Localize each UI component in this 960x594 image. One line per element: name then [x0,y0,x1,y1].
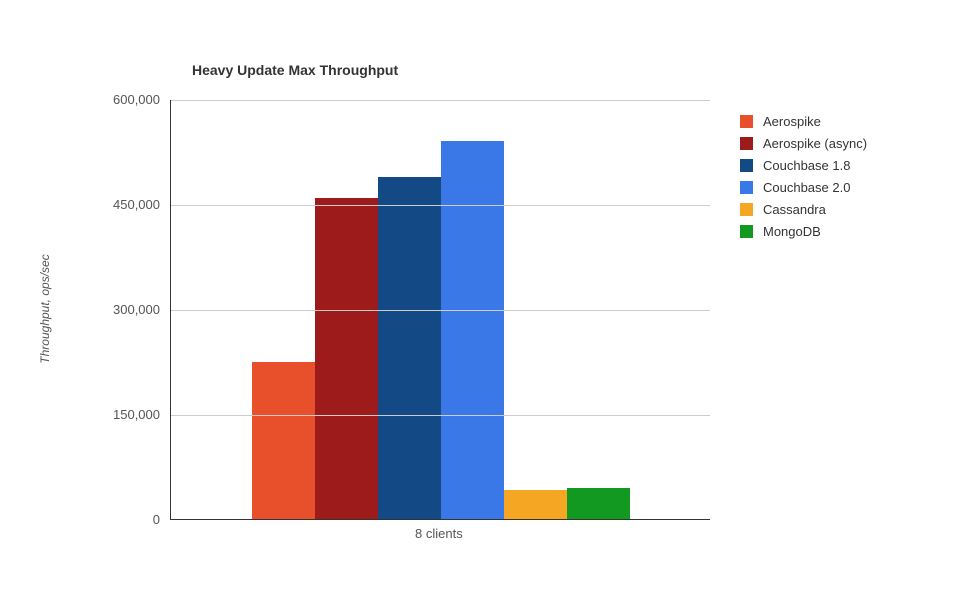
legend-marker [740,181,753,194]
legend-marker [740,225,753,238]
legend-label: MongoDB [763,224,821,239]
bar-aerospike [252,362,315,520]
bar-couchbase-1-8 [378,177,441,519]
x-tick-label: 8 clients [415,526,463,541]
legend-label: Aerospike [763,114,821,129]
chart-title: Heavy Update Max Throughput [192,62,398,78]
legend-item: Couchbase 2.0 [740,178,867,196]
legend-marker [740,115,753,128]
legend-marker [740,159,753,172]
y-tick-label: 300,000 [80,302,160,317]
y-tick-label: 450,000 [80,197,160,212]
legend-label: Couchbase 1.8 [763,158,850,173]
y-axis-title: Throughput, ops/sec [38,239,52,379]
gridline [171,205,710,206]
legend-label: Cassandra [763,202,826,217]
bar-couchbase-2-0 [441,141,504,519]
plot-area [170,100,710,520]
gridline [171,310,710,311]
legend-item: MongoDB [740,222,867,240]
legend-item: Aerospike (async) [740,134,867,152]
gridline [171,415,710,416]
legend-marker [740,137,753,150]
legend-label: Couchbase 2.0 [763,180,850,195]
bar-cassandra [504,490,567,519]
bar-mongodb [567,488,630,520]
legend-item: Aerospike [740,112,867,130]
y-tick-label: 150,000 [80,407,160,422]
legend-marker [740,203,753,216]
gridline [171,100,710,101]
legend-item: Couchbase 1.8 [740,156,867,174]
y-tick-label: 0 [80,512,160,527]
chart-container: Heavy Update Max Throughput Throughput, … [0,0,960,594]
bar-aerospike-async- [315,198,378,519]
y-tick-label: 600,000 [80,92,160,107]
legend-item: Cassandra [740,200,867,218]
legend-label: Aerospike (async) [763,136,867,151]
legend: Aerospike Aerospike (async) Couchbase 1.8 C… [740,112,867,244]
